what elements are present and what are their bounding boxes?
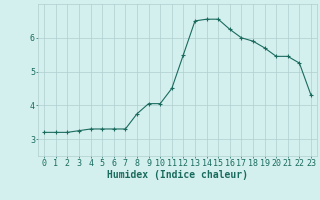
X-axis label: Humidex (Indice chaleur): Humidex (Indice chaleur) <box>107 170 248 180</box>
